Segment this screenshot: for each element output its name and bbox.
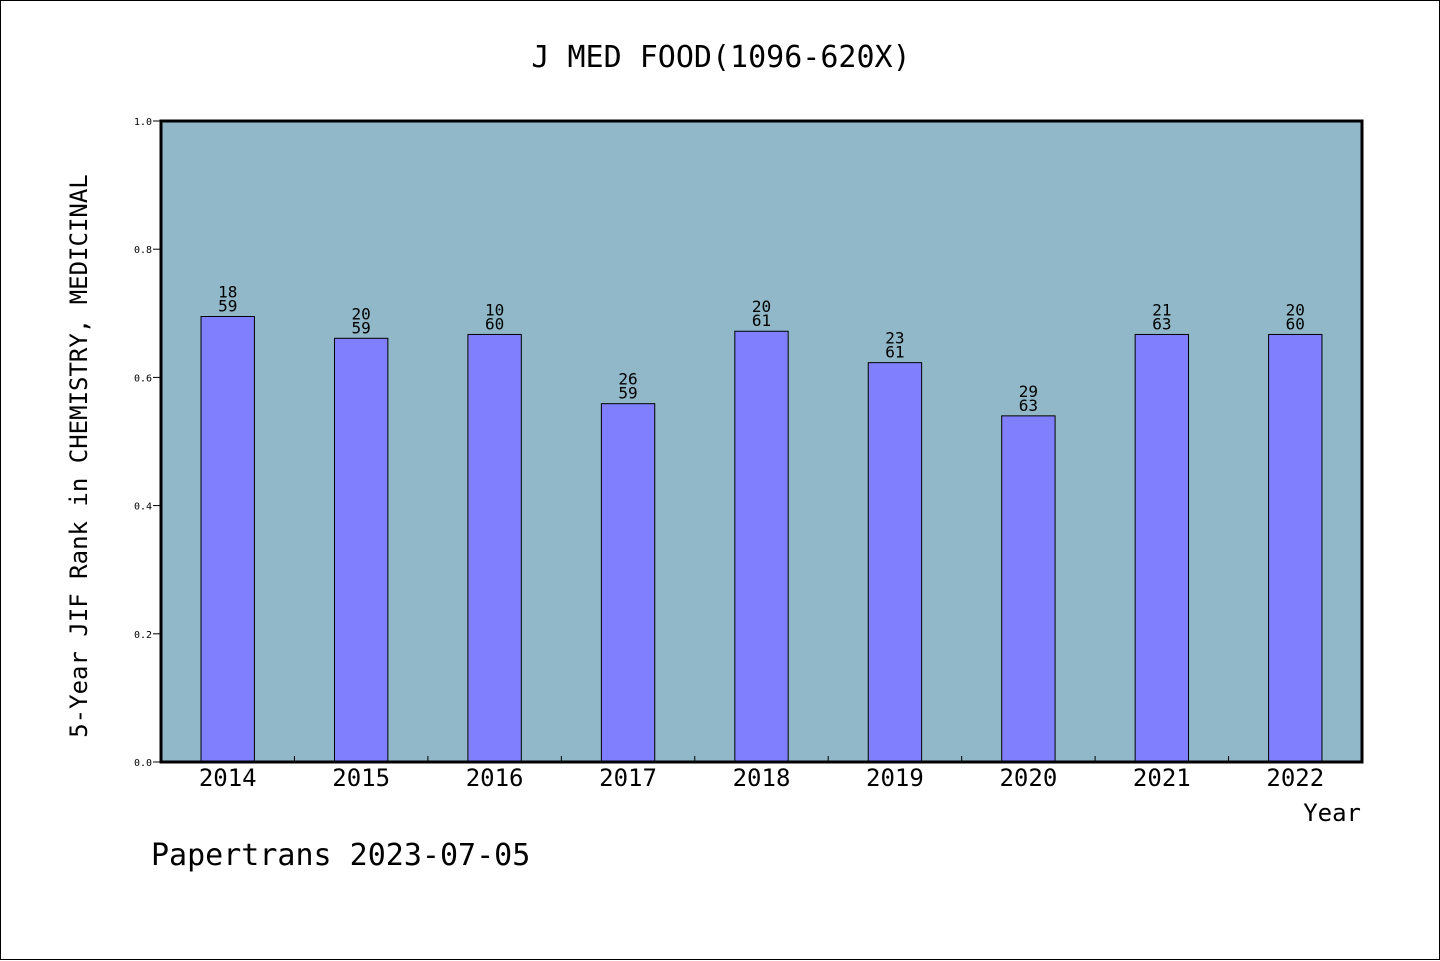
x-tick-label-2017: 2017 bbox=[599, 764, 657, 792]
bar-2017 bbox=[600, 403, 656, 763]
bar-total-label-2016: 60 bbox=[485, 314, 504, 333]
bars-group bbox=[200, 316, 1323, 763]
bar-rank-label-2015: 20 bbox=[352, 304, 371, 323]
bar-2022 bbox=[1268, 333, 1323, 763]
x-tick-label-2015: 2015 bbox=[332, 764, 390, 792]
bar-rank-label-2016: 10 bbox=[485, 300, 504, 319]
bar-2016 bbox=[467, 333, 522, 763]
bar-total-label-2020: 63 bbox=[1019, 396, 1038, 415]
y-tick-label: 1.0 bbox=[134, 117, 152, 128]
bar-total-label-2019: 61 bbox=[885, 343, 904, 362]
plot-border bbox=[159, 119, 1364, 764]
x-tick-label-2018: 2018 bbox=[733, 764, 791, 792]
x-axis-label: Year bbox=[1303, 799, 1361, 827]
bar-2020 bbox=[1001, 415, 1056, 763]
y-axis-label: 5-Year JIF Rank in CHEMISTRY, MEDICINAL bbox=[65, 174, 93, 738]
y-tick-label: 0.8 bbox=[134, 245, 152, 256]
bar-rank-label-2019: 23 bbox=[885, 329, 904, 348]
x-tick-label-2019: 2019 bbox=[866, 764, 924, 792]
bar-rank-label-2014: 18 bbox=[218, 283, 237, 302]
bar-2018 bbox=[734, 330, 789, 763]
x-tick-label-2020: 2020 bbox=[999, 764, 1057, 792]
bar-rank-label-2020: 29 bbox=[1019, 382, 1038, 401]
bar-2014 bbox=[200, 316, 255, 763]
bar-total-label-2014: 59 bbox=[218, 297, 237, 316]
y-axis: 0.0 0.2 0.4 0.6 0.8 1.0 bbox=[134, 117, 161, 769]
x-tick-label-2016: 2016 bbox=[466, 764, 524, 792]
bar-2019 bbox=[867, 362, 923, 763]
bar-total-label-2017: 59 bbox=[618, 384, 637, 403]
watermark-text: Papertrans 2023-07-05 bbox=[151, 838, 530, 873]
y-tick-label: 0.0 bbox=[134, 758, 152, 769]
bar-2021 bbox=[1134, 333, 1190, 763]
bar-rank-label-2017: 26 bbox=[618, 370, 637, 389]
y-tick-label: 0.2 bbox=[134, 630, 152, 641]
x-tick-label-2021: 2021 bbox=[1133, 764, 1191, 792]
chart-title: J MED FOOD(1096-620X) bbox=[531, 40, 910, 75]
bar-rank-label-2022: 20 bbox=[1286, 300, 1305, 319]
x-tick-label-2022: 2022 bbox=[1266, 764, 1324, 792]
bar-total-label-2022: 60 bbox=[1286, 314, 1305, 333]
bar-rank-label-2021: 21 bbox=[1152, 300, 1171, 319]
x-tick-label-2014: 2014 bbox=[199, 764, 257, 792]
bar-total-label-2015: 59 bbox=[352, 318, 371, 337]
bar-total-label-2018: 61 bbox=[752, 311, 771, 330]
bar-total-label-2021: 63 bbox=[1152, 314, 1171, 333]
bar-2015 bbox=[333, 337, 389, 763]
x-axis: 2014 2015 2016 2017 2018 2019 2020 2021 2022 bbox=[199, 756, 1324, 792]
bar-rank-label-2018: 20 bbox=[752, 297, 771, 316]
y-tick-label: 0.4 bbox=[134, 502, 152, 513]
y-tick-label: 0.6 bbox=[134, 373, 152, 384]
